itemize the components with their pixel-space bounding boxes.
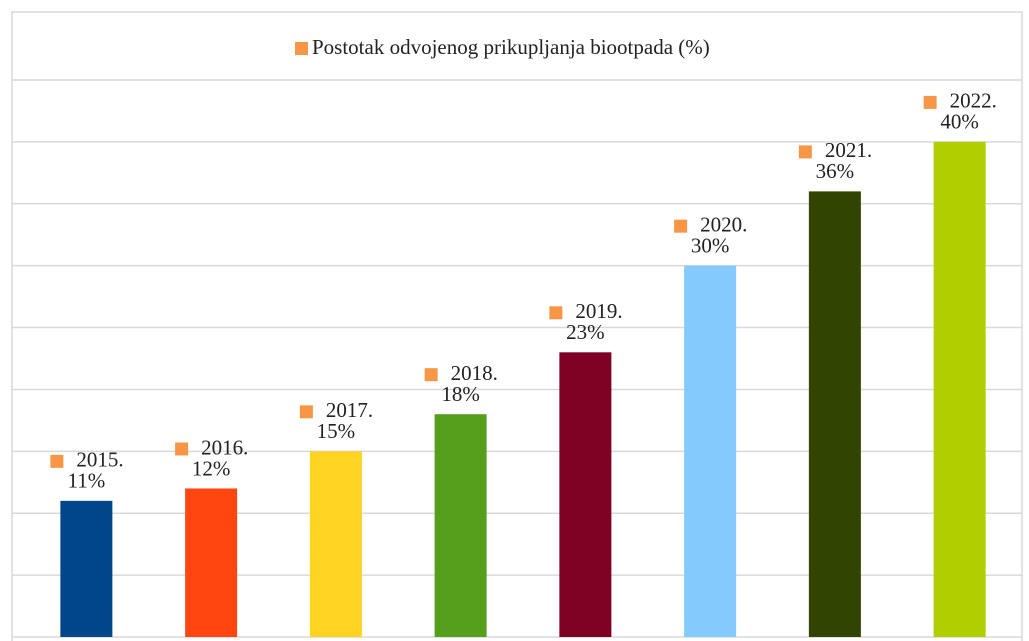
legend-label: Postotak odvojenog prikupljanja biootpad… (312, 35, 710, 59)
bar (309, 451, 362, 637)
bar (559, 352, 612, 637)
data-label: 12% (192, 456, 231, 480)
data-label-swatch (923, 95, 937, 109)
data-label: 36% (816, 159, 855, 183)
bar (933, 141, 986, 637)
bar (808, 191, 861, 637)
chart-border (11, 11, 1023, 641)
data-label-swatch (549, 306, 563, 320)
bar (60, 500, 113, 637)
data-label-category: 2021. (825, 138, 872, 162)
data-label-category: 2020. (700, 212, 747, 236)
data-label: 11% (68, 469, 106, 493)
data-label: 30% (691, 233, 730, 257)
bar (434, 414, 487, 637)
data-label: 18% (441, 382, 480, 406)
data-label-swatch (674, 219, 688, 233)
data-label: 40% (940, 110, 979, 134)
data-label-category: 2016. (201, 435, 248, 459)
bar (185, 488, 238, 637)
data-label-swatch (299, 405, 313, 419)
data-label-swatch (424, 368, 438, 382)
data-label: 23% (566, 320, 605, 344)
data-label-swatch (798, 145, 812, 159)
data-label: 15% (317, 419, 356, 443)
bar (684, 265, 737, 637)
data-label-swatch (50, 454, 64, 468)
data-label-category: 2022. (950, 89, 997, 113)
data-label-category: 2017. (326, 398, 373, 422)
data-label-category: 2015. (76, 448, 123, 472)
data-label-category: 2018. (451, 361, 498, 385)
data-label-category: 2019. (575, 299, 622, 323)
data-label-swatch (175, 442, 189, 456)
legend-swatch (295, 42, 308, 55)
